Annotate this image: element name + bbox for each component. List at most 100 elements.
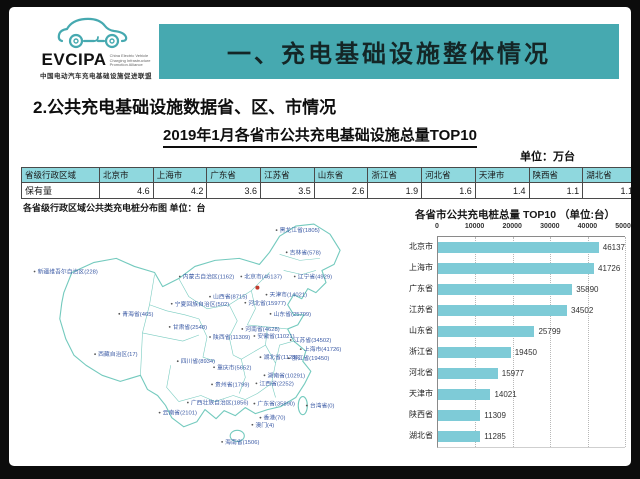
- gridline: [587, 237, 589, 447]
- axis-tick-label: 40000: [577, 223, 598, 230]
- table-col-header: 天津市: [474, 167, 530, 183]
- table-cell-value: 1.4: [474, 182, 530, 199]
- bar-category-label: 北京市: [409, 242, 433, 251]
- bar: [438, 284, 573, 295]
- bar-category-label: 广东省: [409, 284, 433, 293]
- table-col-header: 陕西省: [528, 167, 584, 183]
- province-label: 北京市(46137): [244, 273, 282, 281]
- city-dot: [259, 356, 262, 359]
- city-dot: [269, 312, 272, 315]
- bar-chart-title: 各省市公共充电桩总量 TOP10 （单位:台）: [415, 209, 615, 221]
- bar-value-label: 19450: [514, 348, 537, 357]
- table-cell-value: 4.6: [99, 182, 154, 199]
- province-label: 重庆市(5652): [217, 363, 251, 371]
- capital-marker-beijing: [255, 285, 260, 290]
- bar-category-label: 浙江省: [409, 347, 433, 356]
- city-dot: [259, 416, 262, 419]
- table-cell-value: 4.2: [152, 182, 208, 199]
- slide-title-banner: 一、充电基础设施整体情况: [159, 24, 619, 79]
- china-map: 黑龙江省(1805) 吉林省(578) 辽宁省(4929) 内蒙古自治区(1162) 北…: [33, 223, 342, 446]
- city-dot: [244, 301, 247, 304]
- table-cell-value: 3.6: [206, 182, 262, 199]
- bar: [438, 410, 481, 421]
- city-dot: [186, 401, 189, 404]
- ev-car-icon: [57, 17, 128, 49]
- province-label: 云南省(2101): [163, 409, 197, 417]
- bar: [438, 326, 535, 337]
- bar: [438, 347, 511, 358]
- bar-value-label: 46137: [602, 243, 625, 252]
- table-cell-value: 1.9: [367, 182, 423, 199]
- table-cell-value: 1.6: [421, 182, 476, 199]
- bar: [438, 242, 599, 253]
- gridline: [550, 237, 552, 447]
- city-dot: [178, 275, 181, 278]
- bar-chart-panel: 各省市公共充电桩总量 TOP10 （单位:台） 北京市 上海市 广东省 江苏省 山东省浙…: [401, 207, 631, 448]
- bar-chart: 北京市 上海市 广东省 江苏省 山东省 浙江省 河北省 天津市 陕西省 湖北省 0 10000 200…: [401, 223, 631, 448]
- table-col-header: 山东省: [313, 167, 369, 183]
- city-dot: [263, 374, 266, 377]
- province-label: 辽宁省(4929): [298, 273, 332, 281]
- table-cell-value: 2.6: [313, 182, 369, 199]
- bar: [438, 305, 568, 316]
- china-outline: [59, 223, 341, 442]
- table-col-header: 上海市: [152, 167, 208, 183]
- province-label: 河南省(4628): [245, 325, 279, 333]
- table-row-label: 保有量: [21, 182, 100, 199]
- bar: [438, 368, 498, 379]
- city-dot: [33, 270, 36, 273]
- city-dot: [253, 335, 256, 337]
- province-label: 内蒙古自治区(1162): [183, 273, 234, 281]
- province-label: 澳门(4): [255, 421, 274, 429]
- map-title: 各省级行政区域公共类充电桩分布图 单位：台: [23, 203, 206, 213]
- province-label: 安徽省(11021): [257, 332, 294, 340]
- gridline: [512, 237, 514, 447]
- city-dot: [118, 312, 121, 315]
- table-col-header: 浙江省: [367, 167, 423, 183]
- bar-value-label: 35890: [576, 285, 599, 294]
- province-label: 宁夏回族自治区(502): [175, 300, 229, 308]
- province-borders: [140, 254, 320, 402]
- city-dot: [289, 339, 292, 341]
- table-col-header: 江苏省: [260, 167, 315, 183]
- city-dot: [299, 348, 302, 351]
- province-label: 吉林省(578): [290, 248, 321, 256]
- bar-row: 34502: [438, 300, 625, 321]
- bar-value-label: 11309: [484, 411, 506, 420]
- bar-row: 15977: [438, 363, 625, 384]
- bar-value-label: 41726: [598, 264, 621, 273]
- city-dot: [255, 382, 258, 385]
- bar-row: 35890: [438, 279, 625, 300]
- city-dot: [158, 411, 161, 414]
- gridline: [475, 237, 477, 447]
- province-label: 海南省(1506): [225, 438, 259, 446]
- city-dot: [305, 404, 308, 407]
- bar-row: 14021: [438, 384, 625, 405]
- bar-category-label: 上海市: [409, 263, 433, 272]
- bar-chart-axis: 0 10000 20000 30000 40000 50000: [435, 223, 631, 235]
- province-label: 江西省(2252): [259, 379, 293, 387]
- section-subtitle: 2.公共充电基础设施数据省、区、市情况: [33, 98, 337, 117]
- city-dot: [251, 423, 254, 426]
- province-label: 天津市(14021): [270, 291, 308, 299]
- bar-row: 46137: [438, 237, 625, 258]
- logo-brand-text: EVCIPA: [41, 50, 107, 69]
- table-col-header: 北京市: [99, 167, 154, 183]
- city-dot: [209, 336, 211, 338]
- bar-value-label: 34502: [571, 306, 594, 315]
- city-dot: [176, 360, 179, 363]
- table-title: 2019年1月各省市公共充电基础设施总量TOP10: [163, 124, 477, 148]
- province-label: 湖南省(10291): [268, 371, 306, 379]
- bar-category-label: 陕西省: [409, 410, 433, 419]
- bar-row: 11285: [438, 426, 625, 447]
- table-cell-value: 3.5: [260, 182, 315, 199]
- axis-tick-label: 30000: [540, 223, 560, 230]
- bar-category-label: 山东省: [409, 326, 433, 335]
- province-label: 青海省(465): [122, 310, 153, 318]
- province-label: 上海市(41726): [304, 345, 342, 353]
- table-cell-value: 1.1: [528, 182, 584, 199]
- province-label: 江苏省(34502): [294, 336, 332, 344]
- top10-table: 省级行政区域 北京市 上海市 广东省 江苏省 山东省 浙江省 河北省 天津市 陕西省 湖北省 保有量…: [21, 167, 631, 199]
